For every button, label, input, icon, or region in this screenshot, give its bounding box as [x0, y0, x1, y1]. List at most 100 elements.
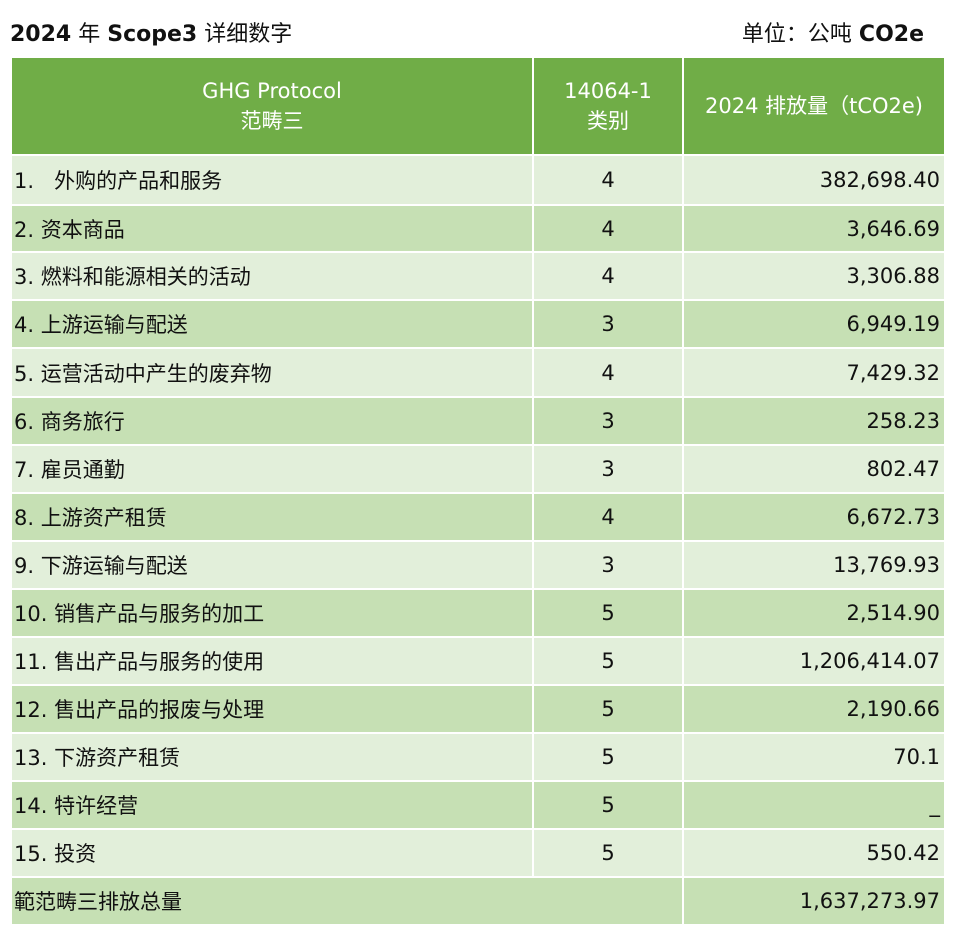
category-label: 雇员通勤 [40, 458, 125, 482]
emission-value-cell: 6,949.19 [682, 299, 946, 349]
emission-value-cell: 7,429.32 [682, 347, 946, 398]
title-row: 2024 年 Scope3 详细数字 单位：公吨 CO2e [0, 0, 958, 56]
emission-value-cell: 2,514.90 [682, 588, 946, 638]
category-cell: 5. 运营活动中产生的废弃物 [10, 347, 534, 398]
category-cell: 9. 下游运输与配送 [10, 540, 534, 590]
emission-value-cell: 258.23 [682, 396, 946, 446]
category-cell: 4. 上游运输与配送 [10, 299, 534, 349]
category-label: 资本商品 [40, 217, 125, 242]
iso-category-cell: 3 [532, 540, 684, 590]
category-label: 售出产品与服务的使用 [54, 650, 265, 674]
iso-category-cell: 4 [532, 347, 684, 398]
emission-value-cell: 2,190.66 [682, 684, 946, 734]
header-iso-category: 14064-1 类别 [532, 56, 684, 156]
iso-category-cell: 5 [532, 684, 684, 734]
category-cell: 1. 外购的产品和服务 [10, 154, 534, 206]
table-row: 14. 特许经营 5 _ [10, 780, 946, 830]
category-label: 投资 [54, 842, 97, 866]
total-row: 範范畴三排放总量 1,637,273.97 [10, 876, 946, 926]
emission-value-cell: 3,306.88 [682, 251, 946, 301]
category-label: 销售产品与服务的加工 [54, 602, 265, 626]
header-iso-line1: 14064-1 [564, 78, 652, 103]
category-cell: 6. 商务旅行 [10, 396, 534, 446]
table-title: 2024 年 Scope3 详细数字 [10, 16, 292, 48]
iso-category-cell: 3 [532, 299, 684, 349]
table-row: 8. 上游资产租赁 4 6,672.73 [10, 492, 946, 542]
title-scope: Scope3 [107, 22, 198, 47]
iso-category-cell: 5 [532, 780, 684, 830]
title-rest: 详细数字 [204, 22, 293, 47]
table-row: 13. 下游资产租赁 5 70.1 [10, 732, 946, 782]
unit-text: 单位：公吨 [741, 22, 852, 47]
category-cell: 8. 上游资产租赁 [10, 492, 534, 542]
category-label: 下游资产租赁 [54, 746, 181, 770]
total-label: 範范畴三排放总量 [10, 876, 684, 926]
unit-co2e: CO2e [858, 22, 924, 47]
iso-category-cell: 3 [532, 396, 684, 446]
category-number: 15. [14, 842, 48, 866]
category-cell: 2. 资本商品 [10, 204, 534, 253]
iso-category-cell: 4 [532, 492, 684, 542]
category-cell: 7. 雇员通勤 [10, 444, 534, 494]
total-value: 1,637,273.97 [682, 876, 946, 926]
table-row: 4. 上游运输与配送 3 6,949.19 [10, 299, 946, 349]
table-row: 2. 资本商品 4 3,646.69 [10, 204, 946, 253]
emission-value-cell: 1,206,414.07 [682, 636, 946, 686]
emission-value-cell: _ [682, 780, 946, 830]
category-number: 14. [14, 794, 48, 818]
category-number: 3. [14, 265, 35, 289]
category-number: 8. [14, 506, 35, 530]
category-number: 11. [14, 650, 48, 674]
table-row: 11. 售出产品与服务的使用 5 1,206,414.07 [10, 636, 946, 686]
emission-value-cell: 13,769.93 [682, 540, 946, 590]
header-ghg-line2: 范畴三 [240, 109, 304, 133]
category-cell: 10. 销售产品与服务的加工 [10, 588, 534, 638]
category-cell: 13. 下游资产租赁 [10, 732, 534, 782]
table-row: 15. 投资 5 550.42 [10, 828, 946, 878]
table-row: 1. 外购的产品和服务 4 382,698.40 [10, 154, 946, 206]
category-label: 运营活动中产生的废弃物 [40, 361, 272, 386]
iso-category-cell: 3 [532, 444, 684, 494]
table-row: 12. 售出产品的报废与处理 5 2,190.66 [10, 684, 946, 734]
header-iso-line2: 类别 [587, 109, 629, 133]
category-number: 2. [14, 217, 35, 242]
table-row: 3. 燃料和能源相关的活动 4 3,306.88 [10, 251, 946, 301]
emission-value-cell: 3,646.69 [682, 204, 946, 253]
category-number: 7. [14, 458, 35, 482]
emission-value-cell: 550.42 [682, 828, 946, 878]
iso-category-cell: 4 [532, 251, 684, 301]
table-row: 7. 雇员通勤 3 802.47 [10, 444, 946, 494]
category-number: 13. [14, 746, 48, 770]
header-emissions: 2024 排放量（tCO2e) [682, 56, 946, 156]
table-header-row: GHG Protocol 范畴三 14064-1 类别 2024 排放量（tCO… [10, 56, 946, 156]
title-nian: 年 [78, 22, 101, 47]
category-number: 12. [14, 698, 48, 722]
category-cell: 3. 燃料和能源相关的活动 [10, 251, 534, 301]
category-label: 下游运输与配送 [40, 554, 188, 578]
table-row: 9. 下游运输与配送 3 13,769.93 [10, 540, 946, 590]
category-cell: 12. 售出产品的报废与处理 [10, 684, 534, 734]
category-number: 6. [14, 410, 35, 434]
iso-category-cell: 5 [532, 588, 684, 638]
emission-value-cell: 382,698.40 [682, 154, 946, 206]
unit-label: 单位：公吨 CO2e [742, 16, 924, 48]
iso-category-cell: 5 [532, 732, 684, 782]
category-label: 特许经营 [54, 794, 139, 818]
scope3-table: GHG Protocol 范畴三 14064-1 类别 2024 排放量（tCO… [10, 56, 946, 926]
category-label: 商务旅行 [40, 410, 125, 434]
category-number: 5. [14, 361, 35, 386]
category-number: 4. [14, 313, 35, 337]
category-cell: 14. 特许经营 [10, 780, 534, 830]
table-row: 10. 销售产品与服务的加工 5 2,514.90 [10, 588, 946, 638]
category-number: 9. [14, 554, 35, 578]
emission-value-cell: 802.47 [682, 444, 946, 494]
emission-value-cell: 70.1 [682, 732, 946, 782]
iso-category-cell: 4 [532, 154, 684, 206]
category-cell: 11. 售出产品与服务的使用 [10, 636, 534, 686]
table-body: 1. 外购的产品和服务 4 382,698.40 2. 资本商品 4 3,646.69 3.… [10, 154, 946, 926]
emission-value-cell: 6,672.73 [682, 492, 946, 542]
category-label: 外购的产品和服务 [54, 169, 223, 193]
iso-category-cell: 4 [532, 204, 684, 253]
category-number: 1. [14, 169, 35, 193]
category-label: 售出产品的报废与处理 [54, 698, 265, 722]
